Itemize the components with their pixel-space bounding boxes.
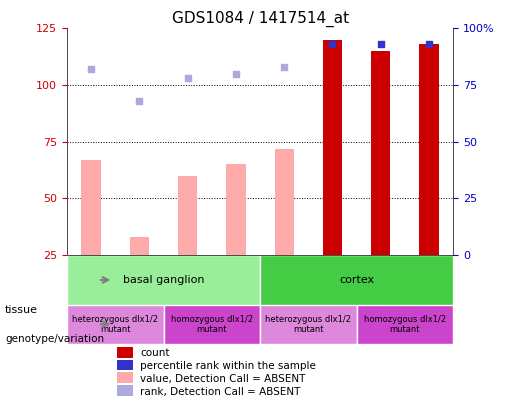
Text: homozygous dlx1/2
mutant: homozygous dlx1/2 mutant — [364, 315, 446, 334]
Bar — [419, 44, 439, 255]
Point — [183, 75, 192, 81]
Text: rank, Detection Call = ABSENT: rank, Detection Call = ABSENT — [140, 387, 301, 396]
Bar — [117, 385, 133, 396]
Text: heterozygous dlx1/2
mutant: heterozygous dlx1/2 mutant — [72, 315, 158, 334]
Title: GDS1084 / 1417514_at: GDS1084 / 1417514_at — [171, 11, 349, 27]
FancyBboxPatch shape — [260, 305, 356, 344]
Text: homozygous dlx1/2
mutant: homozygous dlx1/2 mutant — [171, 315, 253, 334]
FancyBboxPatch shape — [260, 255, 453, 305]
Bar — [178, 176, 197, 255]
Bar — [81, 160, 101, 255]
Text: genotype/variation: genotype/variation — [5, 335, 104, 344]
Point — [232, 70, 240, 77]
Bar — [117, 360, 133, 370]
Text: percentile rank within the sample: percentile rank within the sample — [140, 361, 316, 371]
Bar — [323, 40, 342, 255]
Point — [376, 41, 385, 47]
Text: count: count — [140, 348, 170, 358]
Point — [280, 64, 288, 70]
Point — [135, 98, 144, 104]
FancyBboxPatch shape — [356, 305, 453, 344]
Bar — [117, 373, 133, 383]
Text: cortex: cortex — [339, 275, 374, 285]
Bar — [130, 237, 149, 255]
Point — [87, 66, 95, 72]
Bar — [371, 51, 390, 255]
Bar — [226, 164, 246, 255]
Text: value, Detection Call = ABSENT: value, Detection Call = ABSENT — [140, 374, 306, 384]
Point — [329, 41, 337, 47]
Text: heterozygous dlx1/2
mutant: heterozygous dlx1/2 mutant — [265, 315, 351, 334]
FancyBboxPatch shape — [163, 305, 260, 344]
Text: basal ganglion: basal ganglion — [123, 275, 204, 285]
Text: tissue: tissue — [5, 305, 38, 315]
Bar — [117, 347, 133, 358]
Bar — [274, 149, 294, 255]
FancyBboxPatch shape — [67, 305, 163, 344]
FancyBboxPatch shape — [67, 255, 260, 305]
Point — [425, 41, 433, 47]
